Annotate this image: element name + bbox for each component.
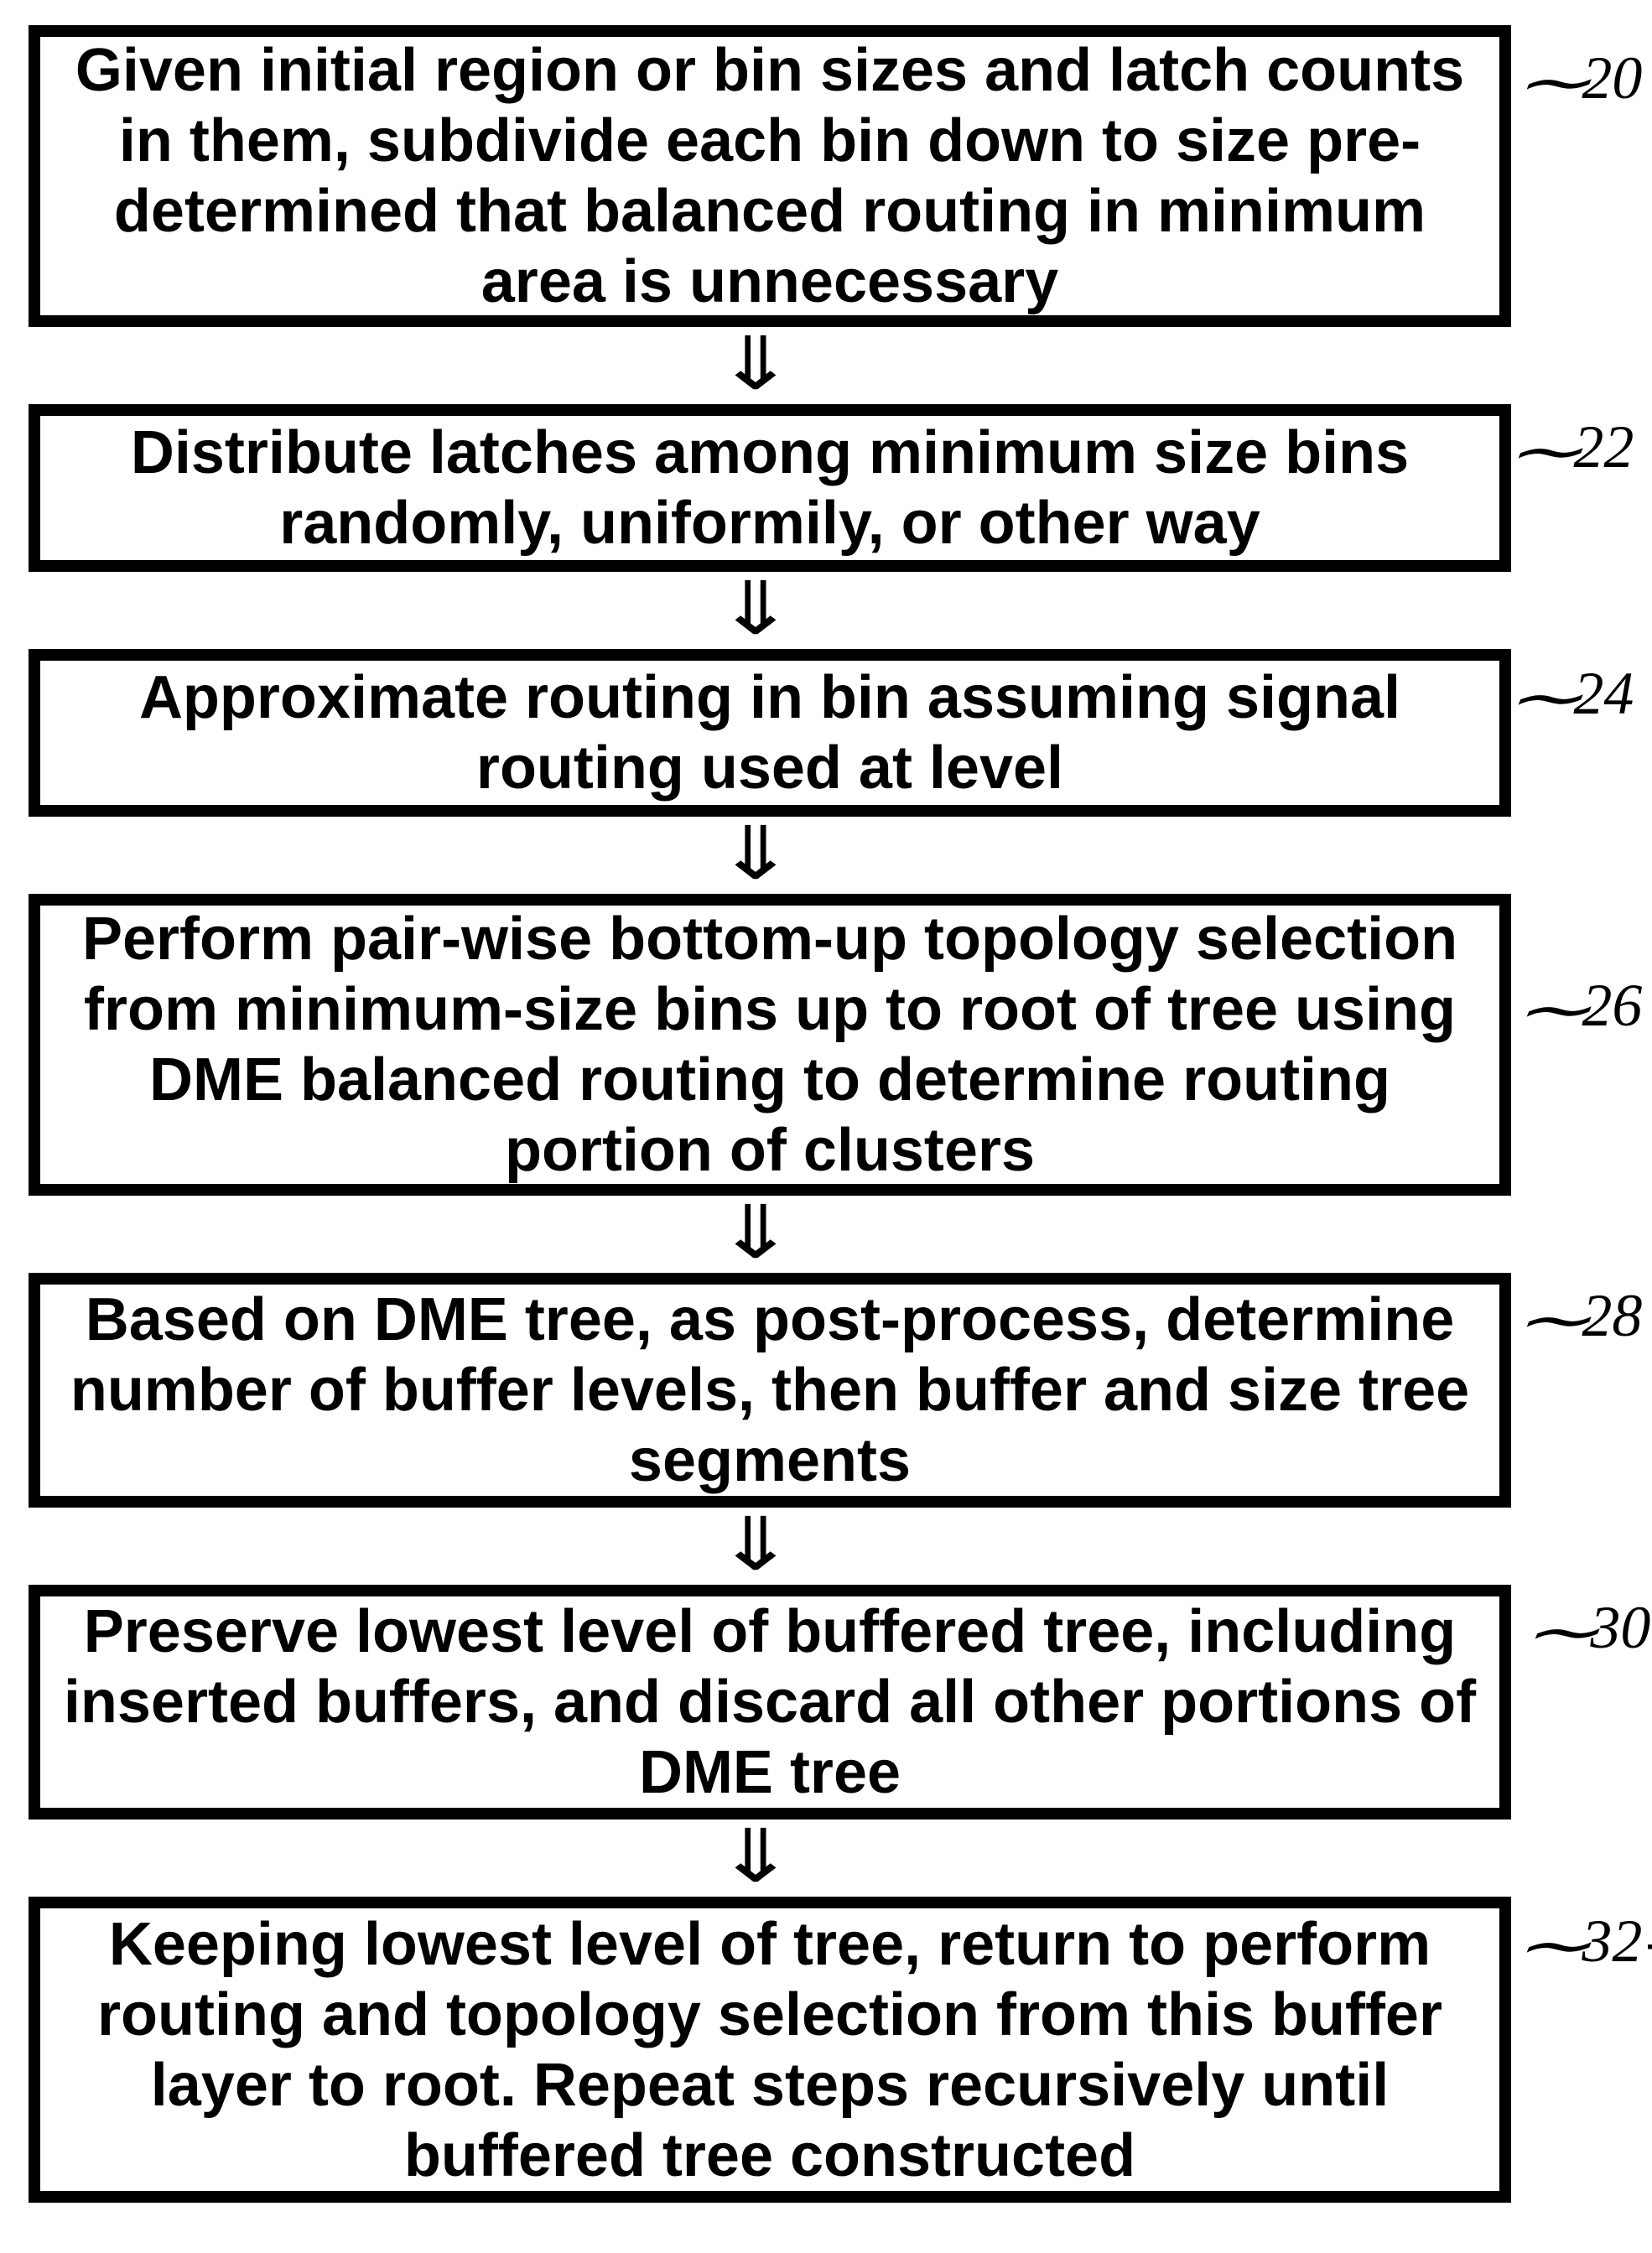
arrow-row: ⇓ — [0, 1196, 1511, 1273]
down-arrow-icon: ⇓ — [715, 572, 796, 646]
step-row: Given initial region or bin sizes and la… — [0, 25, 1652, 327]
step-20-ref-label: ∼20 — [1526, 42, 1642, 113]
step-24-text: Approximate routing in bin assuming sign… — [40, 662, 1499, 803]
step-20-text: Given initial region or bin sizes and la… — [40, 35, 1499, 317]
step-30-box: Preserve lowest level of buffered tree, … — [29, 1585, 1511, 1820]
arrow-row: ⇓ — [0, 1820, 1511, 1897]
step-30-ref-label: ∼30 — [1535, 1591, 1650, 1663]
tilde-icon: ∼ — [1511, 47, 1592, 118]
step-row: Distribute latches among minimum size bi… — [0, 404, 1652, 572]
step-26-text: Perform pair-wise bottom-up topology sel… — [40, 904, 1499, 1186]
step-22-text: Distribute latches among minimum size bi… — [40, 418, 1499, 558]
step-row: Based on DME tree, as post-process, dete… — [0, 1273, 1652, 1508]
down-arrow-icon: ⇓ — [715, 327, 796, 401]
step-26-box: Perform pair-wise bottom-up topology sel… — [29, 894, 1511, 1196]
step-32-ref-label: ∼32- — [1526, 1905, 1652, 1976]
down-arrow-icon: ⇓ — [715, 1820, 796, 1893]
step-32-box: Keeping lowest level of tree, return to … — [29, 1897, 1511, 2203]
arrow-row: ⇓ — [0, 817, 1511, 894]
step-row: Preserve lowest level of buffered tree, … — [0, 1585, 1652, 1820]
step-30-text: Preserve lowest level of buffered tree, … — [40, 1596, 1499, 1808]
tilde-icon: ∼ — [1511, 1910, 1592, 1981]
arrow-row: ⇓ — [0, 1508, 1511, 1585]
step-32-text: Keeping lowest level of tree, return to … — [40, 1909, 1499, 2191]
down-arrow-icon: ⇓ — [715, 1196, 796, 1269]
tilde-icon: ∼ — [1511, 1285, 1592, 1356]
step-20-box: Given initial region or bin sizes and la… — [29, 25, 1511, 327]
down-arrow-icon: ⇓ — [715, 817, 796, 890]
arrow-row: ⇓ — [0, 327, 1511, 404]
step-24-box: Approximate routing in bin assuming sign… — [29, 649, 1511, 817]
step-28-box: Based on DME tree, as post-process, dete… — [29, 1273, 1511, 1508]
step-row: Keeping lowest level of tree, return to … — [0, 1897, 1652, 2203]
arrow-row: ⇓ — [0, 572, 1511, 649]
tilde-icon: ∼ — [1503, 662, 1584, 734]
ref-trailing-dash: - — [1645, 1908, 1652, 1975]
step-row: Approximate routing in bin assuming sign… — [0, 649, 1652, 817]
step-22-box: Distribute latches among minimum size bi… — [29, 404, 1511, 572]
flowchart-container: Given initial region or bin sizes and la… — [0, 0, 1652, 2253]
step-26-ref-label: ∼26 — [1526, 969, 1642, 1041]
step-24-ref-label: ∼24 — [1518, 657, 1634, 729]
tilde-icon: ∼ — [1520, 1596, 1601, 1668]
step-row: Perform pair-wise bottom-up topology sel… — [0, 894, 1652, 1196]
step-28-text: Based on DME tree, as post-process, dete… — [40, 1285, 1499, 1496]
tilde-icon: ∼ — [1511, 974, 1592, 1046]
step-28-ref-label: ∼28 — [1526, 1280, 1642, 1351]
down-arrow-icon: ⇓ — [715, 1508, 796, 1581]
step-22-ref-label: ∼22 — [1518, 411, 1634, 482]
tilde-icon: ∼ — [1503, 416, 1584, 487]
